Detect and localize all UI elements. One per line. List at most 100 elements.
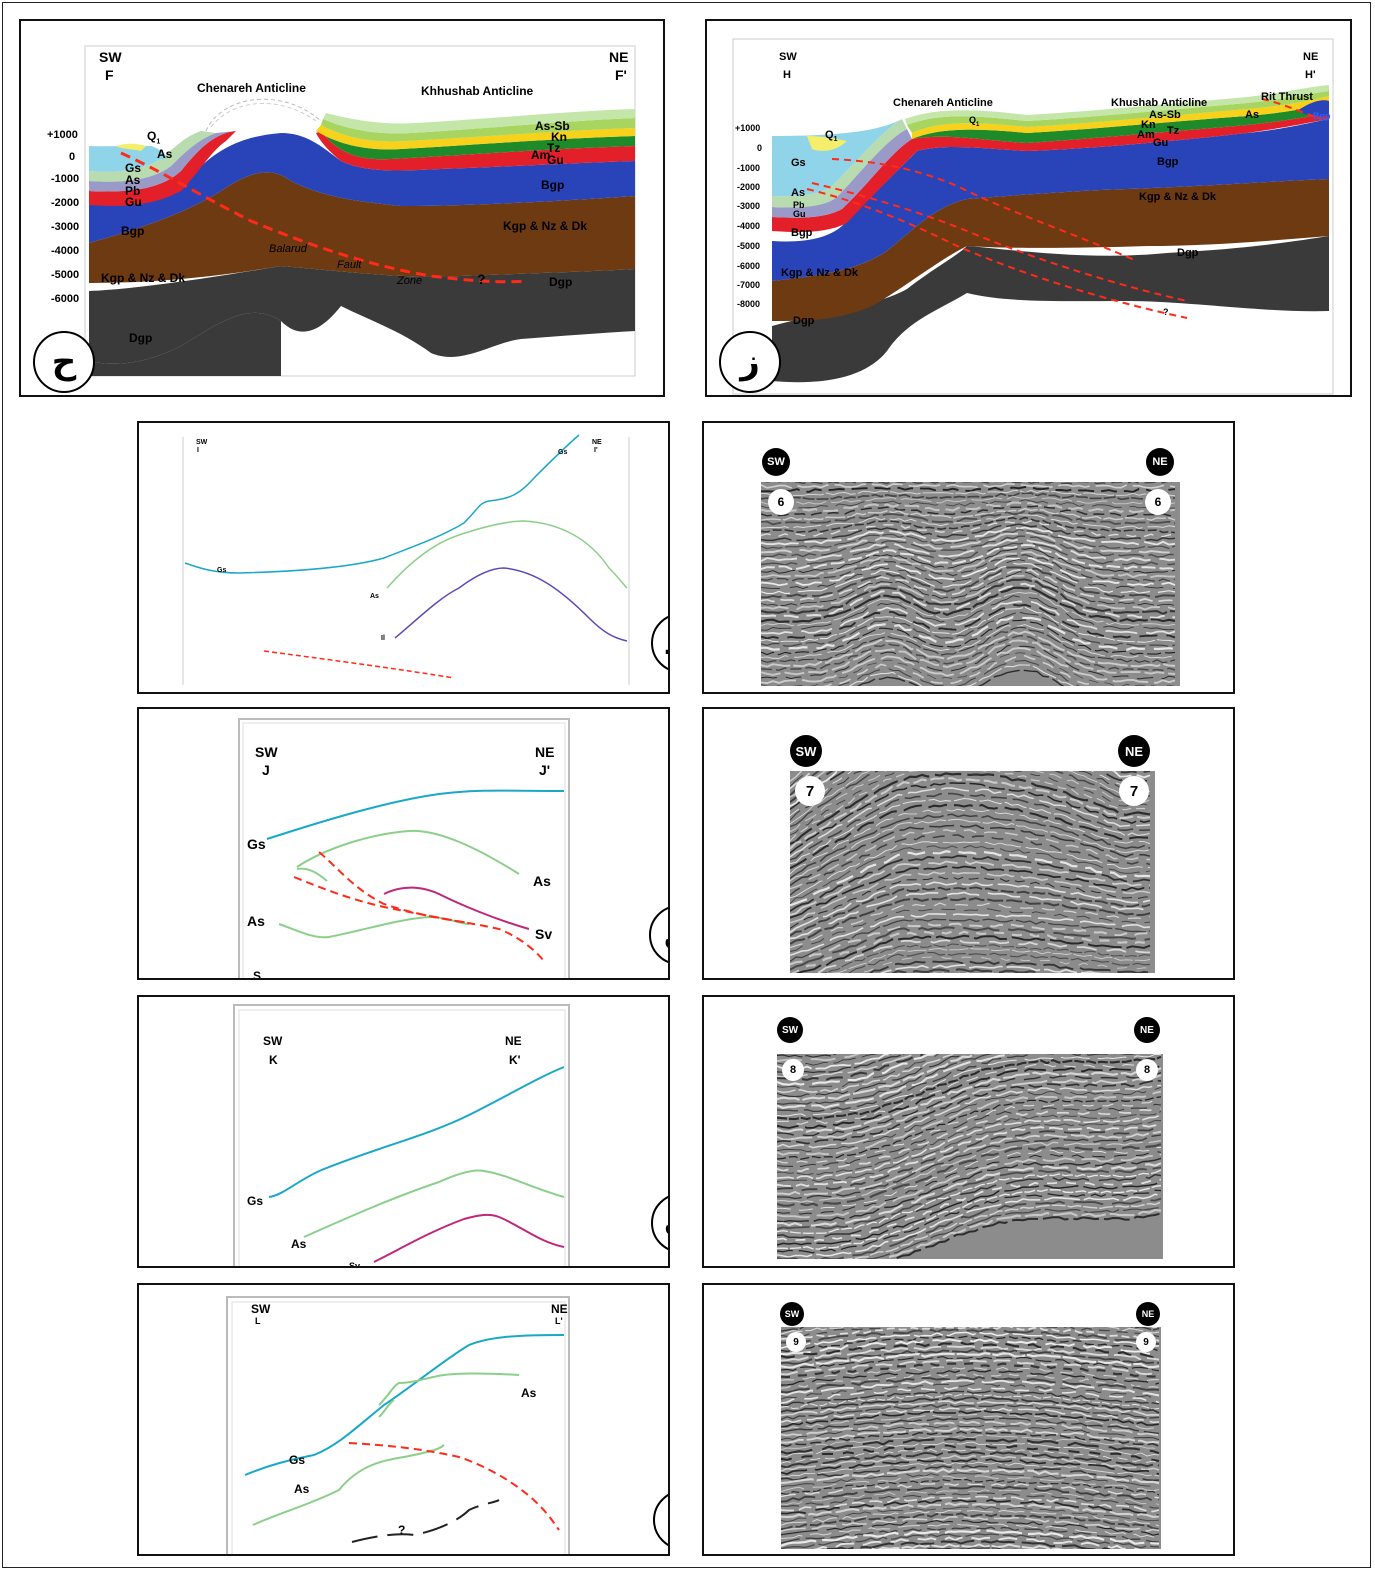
f-q1: Q1 <box>147 129 161 146</box>
l-fault <box>348 1442 560 1531</box>
seismic-8-panel: SW NE 8 8 <box>702 995 1235 1268</box>
s9-num-left: 9 <box>786 1332 806 1352</box>
section-l-drawing <box>226 1296 570 1554</box>
s8-num-right: 8 <box>1136 1059 1158 1081</box>
s7-ne-badge: NE <box>1118 735 1150 767</box>
h-depth-2: -1000 <box>737 163 761 173</box>
j-id-left: J <box>262 762 270 778</box>
h-sw: SW <box>779 51 797 63</box>
section-k-panel: SW K NE K' Gs As Sv ک <box>137 995 670 1268</box>
h-fault-3 <box>806 188 1188 319</box>
f-id-left: F <box>105 67 114 83</box>
k-gs-horizon <box>268 1066 565 1198</box>
h-q1: Q1 <box>825 129 838 144</box>
i-il-label: Il <box>381 635 385 642</box>
f-bgp-left: Bgp <box>121 224 145 238</box>
h-ne: NE <box>1303 51 1319 63</box>
h-assb: As-Sb <box>1149 109 1181 121</box>
l-as-lower <box>252 1444 445 1526</box>
h-question: ? <box>1163 307 1169 317</box>
k-sv-horizon <box>373 1213 565 1263</box>
h-pb-layer <box>772 129 912 218</box>
h-dgp-left: Dgp <box>793 315 815 327</box>
i-sw: SW <box>196 439 208 446</box>
section-f-drawing <box>84 45 636 377</box>
f-assb: As-Sb <box>535 119 570 133</box>
s8-sw-badge: SW <box>777 1017 803 1043</box>
section-h-panel: SW H NE H' Chenareh Anticline Khushab An… <box>705 19 1352 397</box>
h-anticline-1: Chenareh Anticline <box>893 97 993 109</box>
f-depth-6: -5000 <box>51 269 80 281</box>
f-depth-1: 0 <box>69 151 76 163</box>
h-pb: Pb <box>793 200 805 210</box>
balarud-fault <box>120 151 527 284</box>
f-gu-right: Gu <box>547 153 564 167</box>
f-pb: Pb <box>125 184 141 198</box>
j-sv-horizon <box>383 886 530 930</box>
h-bgp-edge: Bgp <box>1313 111 1331 121</box>
h-q1b: Q1 <box>969 115 980 128</box>
section-j-panel: SW J NE J' Gs As As Sv S ی <box>137 707 670 980</box>
k-id-left: K <box>269 1053 278 1067</box>
f-dgp-right: Dgp <box>549 275 573 289</box>
assb-layer <box>323 109 635 134</box>
h-dgp-layer <box>772 236 1329 383</box>
section-j-drawing <box>238 718 570 978</box>
h-bgp-left: Bgp <box>791 227 813 239</box>
l-unknown-horizon <box>351 1499 500 1543</box>
section-f-panel: SW F NE F' Chenareh Anticline Khhushab A… <box>19 19 665 397</box>
s7-sw-badge: SW <box>790 735 822 767</box>
h-kgp-layer <box>772 179 1329 321</box>
h-as-right: As <box>1245 109 1260 121</box>
s9-sw-badge: SW <box>780 1302 804 1326</box>
l-as-left-label: As <box>294 1482 310 1496</box>
f-panel-letter: ح <box>33 331 95 393</box>
h-depth-1: 0 <box>757 143 763 153</box>
s6-sw-badge: SW <box>762 448 790 476</box>
h-depth-7: -6000 <box>737 261 761 271</box>
h-kn: Kn <box>1141 119 1156 131</box>
f-tz: Tz <box>547 141 561 155</box>
f-dgp-left: Dgp <box>129 331 153 345</box>
k-sw: SW <box>263 1034 283 1048</box>
f-kgp-left: Kgp & Nz & Dk <box>101 271 185 285</box>
f-kn: Kn <box>551 130 567 144</box>
i-id-left: I <box>197 447 199 454</box>
section-l-panel: SW L NE L' As Gs As ? ل <box>137 1283 670 1556</box>
f-id-right: F' <box>615 67 627 83</box>
i-fault <box>263 650 455 679</box>
s8-ne-badge: NE <box>1134 1017 1160 1043</box>
h-depth-8: -7000 <box>737 280 761 290</box>
s6-ne-badge: NE <box>1146 448 1174 476</box>
s7-num-left: 7 <box>795 776 825 806</box>
h-id-left: H <box>783 69 791 81</box>
i-as-label: As <box>370 593 379 600</box>
l-question: ? <box>398 1523 406 1537</box>
f-depth-5: -4000 <box>51 245 80 257</box>
k-as-horizon <box>303 1169 565 1238</box>
seismic-9-panel: SW NE 9 9 <box>702 1283 1235 1556</box>
section-i-panel: SW I NE I' Gs Gs As Il ط <box>137 421 670 694</box>
s9-ne-badge: NE <box>1136 1302 1160 1326</box>
f-question: ? <box>477 271 486 287</box>
h-depth-0: +1000 <box>735 123 761 133</box>
l-as-right-label: As <box>521 1386 537 1400</box>
h-as: As <box>791 187 806 199</box>
h-anticline-2: Khushab Anticline <box>1111 97 1208 109</box>
l-sw: SW <box>251 1302 271 1316</box>
j-sv-label: Sv <box>535 926 553 942</box>
s8-num-left: 8 <box>782 1059 804 1081</box>
j-sw: SW <box>255 744 278 760</box>
h-dgp-right: Dgp <box>1177 247 1199 259</box>
k-ne: NE <box>505 1034 522 1048</box>
f-fault-word-1: Balarud <box>269 243 307 255</box>
gs-layer <box>89 145 167 172</box>
f-fault-word-3: Zone <box>397 275 423 287</box>
f-depth-0: +1000 <box>47 129 78 141</box>
h-kgp-left: Kgp & Nz & Dk <box>781 267 858 279</box>
j-id-right: J' <box>539 762 551 778</box>
h-depth-5: -4000 <box>737 221 761 231</box>
as-layer <box>89 131 216 182</box>
s9-num-right: 9 <box>1136 1332 1156 1352</box>
dgp-layer <box>89 266 635 364</box>
